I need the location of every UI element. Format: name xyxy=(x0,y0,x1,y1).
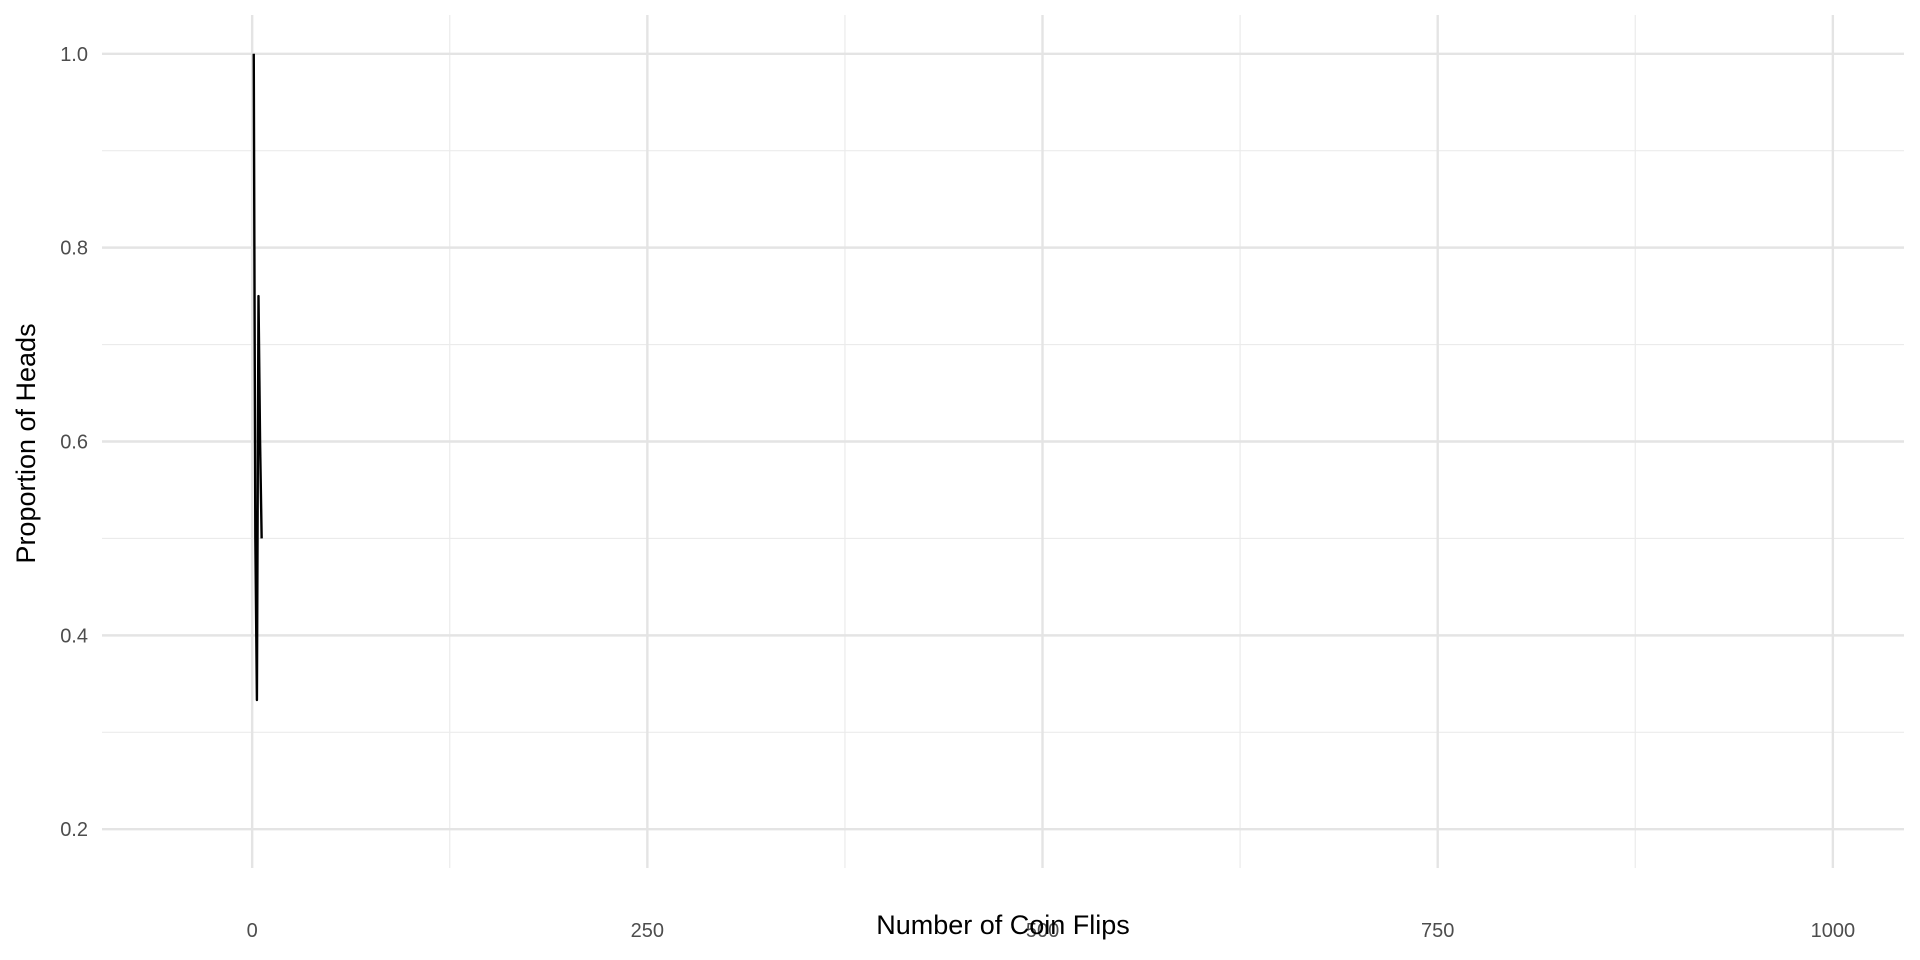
x-tick-label: 1000 xyxy=(1811,920,1856,942)
grid-major xyxy=(102,15,1904,868)
y-tick-label: 0.8 xyxy=(60,238,88,260)
y-tick-label: 0.4 xyxy=(60,625,88,647)
series-layer xyxy=(252,53,263,702)
x-tick-label: 750 xyxy=(1421,920,1454,942)
x-tick-labels: 0 250 500 750 1000 xyxy=(247,920,1856,942)
x-tick-label: 500 xyxy=(1026,920,1059,942)
y-tick-label: 1.0 xyxy=(60,44,88,66)
x-axis-title: Number of Coin Flips xyxy=(876,910,1130,940)
x-tick-label: 250 xyxy=(631,920,664,942)
series-line xyxy=(252,53,263,702)
y-tick-labels: 0.2 0.4 0.6 0.8 1.0 xyxy=(60,44,88,841)
grid-minor xyxy=(102,15,1904,868)
y-tick-label: 0.6 xyxy=(60,432,88,454)
y-axis-title: Proportion of Heads xyxy=(11,323,41,563)
x-tick-label: 0 xyxy=(247,920,258,942)
y-tick-label: 0.2 xyxy=(60,819,88,841)
